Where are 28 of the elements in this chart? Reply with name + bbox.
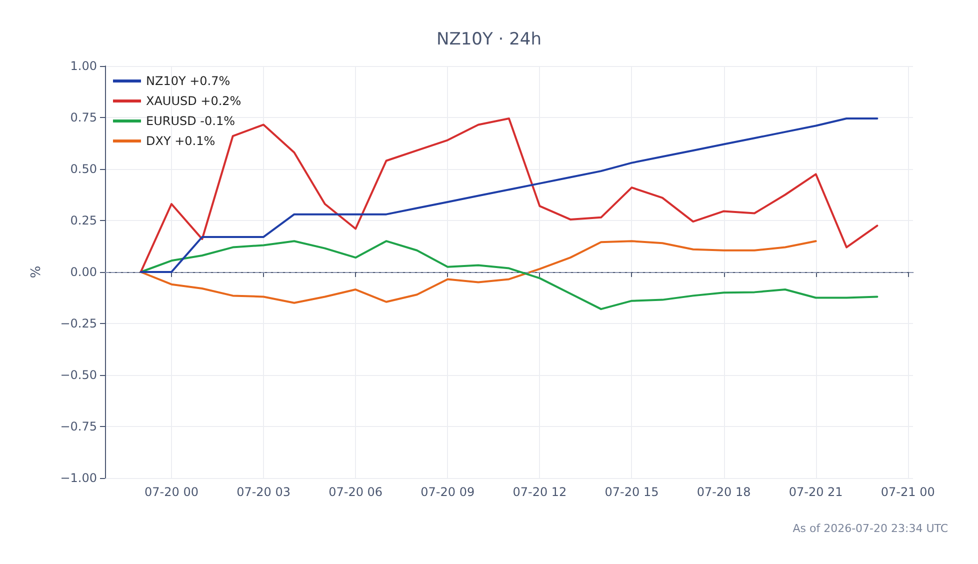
x-tick-label: 07-20 03: [236, 485, 291, 499]
x-tick-label: 07-20 06: [328, 485, 383, 499]
y-tick-label: 0.75: [70, 110, 97, 124]
legend-label: NZ10Y +0.7%: [146, 74, 230, 88]
y-tick-label: −0.50: [60, 368, 97, 382]
y-tick-label: 0.00: [70, 265, 97, 279]
x-tick-label: 07-20 15: [604, 485, 659, 499]
y-tick-label: 0.50: [70, 162, 97, 176]
x-tick-label: 07-20 09: [420, 485, 475, 499]
x-tick-label: 07-21 00: [880, 485, 935, 499]
line-series: [140, 240, 817, 304]
text: As of 2026-07-20 23:34 UTC: [792, 522, 948, 535]
line-series: [140, 240, 878, 310]
y-tick-label: 1.00: [70, 59, 97, 73]
x-tick-label: 07-20 12: [512, 485, 567, 499]
x-tick-label: 07-20 21: [788, 485, 843, 499]
x-tick-label: 07-20 18: [696, 485, 751, 499]
y-tick-label: −1.00: [60, 471, 97, 485]
y-tick-label: 0.25: [70, 214, 97, 228]
y-axis-title: %: [29, 266, 44, 278]
y-tick-label: −0.75: [60, 420, 97, 434]
legend-label: EURUSD -0.1%: [146, 114, 235, 128]
legend-label: XAUUSD +0.2%: [146, 94, 242, 108]
line-series: [140, 118, 878, 273]
chart-title: NZ10Y · 24h: [436, 30, 542, 50]
legend-label: DXY +0.1%: [146, 134, 216, 148]
y-tick-label: −0.25: [60, 316, 97, 330]
x-tick-label: 07-20 00: [144, 485, 198, 499]
